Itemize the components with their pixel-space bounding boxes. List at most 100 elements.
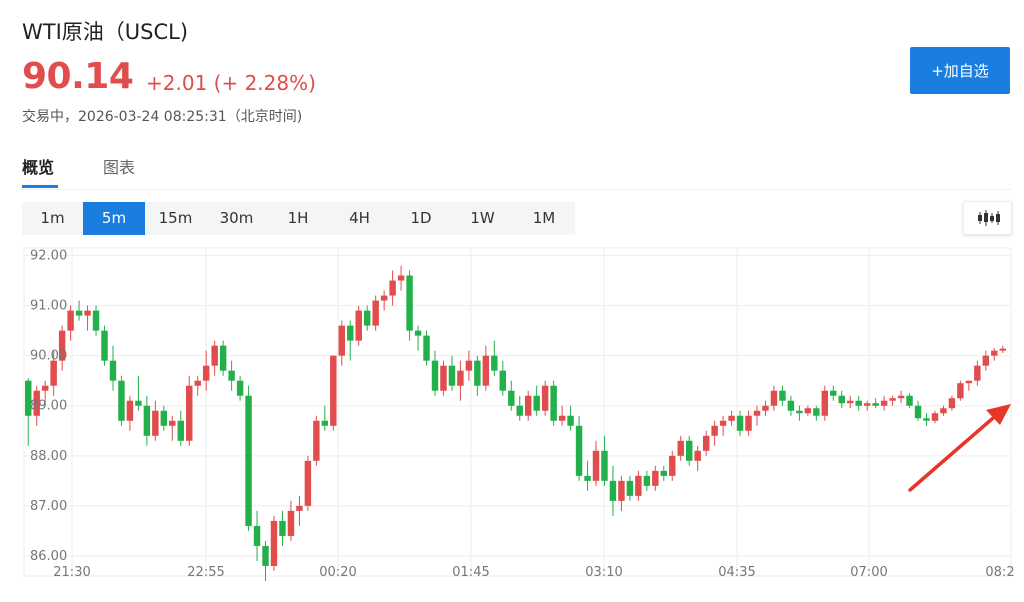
period-15m[interactable]: 15m — [158, 209, 193, 227]
period-5m[interactable]: 5m — [83, 202, 145, 235]
candle — [965, 380, 973, 391]
chart-grid — [23, 247, 1012, 577]
candle — [753, 405, 761, 426]
candle — [67, 305, 74, 341]
candle — [287, 500, 295, 541]
tab-overview[interactable]: 概览 — [22, 158, 55, 177]
candle — [186, 375, 193, 446]
candle — [830, 385, 837, 401]
candle — [211, 340, 218, 376]
candle — [202, 350, 210, 391]
candle — [592, 440, 600, 486]
chart-type-button[interactable] — [963, 201, 1012, 235]
candle — [694, 445, 701, 471]
candle — [465, 350, 473, 381]
candle — [736, 410, 744, 436]
candle — [508, 380, 515, 411]
trading-status: 交易中，2026-03-24 08:25:31（北京时间) — [22, 109, 303, 125]
candle — [474, 355, 481, 396]
x-axis: 21:30 22:55 00:20 01:45 03:10 04:35 07:00 08:2 — [53, 565, 1014, 580]
candle — [347, 320, 354, 361]
y-tick-label: 89.00 — [30, 399, 67, 414]
candle — [423, 330, 430, 366]
candle — [482, 345, 490, 391]
tab-chart[interactable]: 图表 — [103, 158, 136, 177]
candle — [160, 405, 168, 431]
candle — [567, 405, 574, 431]
y-tick-label: 92.00 — [30, 249, 67, 264]
candle — [194, 375, 201, 396]
candle — [524, 390, 532, 421]
candle — [601, 435, 608, 486]
candlestick-icon — [978, 210, 1000, 226]
candle — [236, 375, 244, 401]
period-1d[interactable]: 1D — [410, 209, 432, 227]
candle — [228, 360, 235, 391]
candle — [533, 385, 540, 416]
candle — [999, 345, 1006, 354]
period-4h[interactable]: 4H — [349, 209, 370, 227]
candle — [575, 415, 583, 481]
candle — [635, 470, 642, 501]
candle — [652, 465, 659, 491]
instrument-title: WTI原油（USCL) — [22, 20, 189, 44]
candle — [762, 400, 769, 416]
candle — [779, 385, 786, 406]
candle — [813, 405, 820, 421]
candle — [270, 515, 278, 571]
candle — [414, 325, 422, 351]
candle — [940, 405, 947, 416]
candle — [338, 320, 346, 366]
candle — [152, 400, 159, 441]
candle — [101, 325, 108, 366]
period-1h[interactable]: 1H — [287, 209, 309, 227]
candle — [906, 393, 913, 409]
x-tick-label: 22:55 — [187, 565, 224, 580]
candle — [304, 455, 312, 511]
price-change: +2.01 (+ 2.28%) — [146, 71, 316, 95]
period-1m[interactable]: 1m — [40, 209, 65, 227]
candle — [84, 305, 91, 331]
candle — [685, 435, 693, 466]
candle — [914, 400, 922, 421]
candle — [982, 350, 990, 371]
candle — [838, 390, 845, 409]
candle — [558, 405, 566, 426]
candle — [541, 380, 549, 416]
annotation-arrow — [908, 404, 1011, 492]
period-1month[interactable]: 1M — [532, 209, 556, 227]
candle — [457, 360, 464, 401]
candle — [847, 395, 854, 409]
candle — [719, 415, 727, 436]
candle — [626, 475, 634, 501]
candle — [169, 415, 176, 441]
x-tick-label: 08:2 — [985, 565, 1014, 580]
candle — [143, 395, 151, 446]
candle — [787, 395, 795, 416]
candle — [711, 420, 718, 446]
candle — [321, 405, 329, 431]
candle — [397, 265, 405, 291]
candle — [728, 410, 735, 426]
candle — [440, 360, 447, 396]
candle — [855, 395, 862, 411]
candle — [296, 495, 303, 526]
period-30m[interactable]: 30m — [219, 209, 254, 227]
candle — [431, 350, 439, 396]
period-1w[interactable]: 1W — [470, 209, 495, 227]
period-selector: 1m 5m 15m 30m 1H 4H 1D 1W 1M — [22, 202, 575, 235]
candle — [41, 380, 49, 406]
candle — [660, 465, 668, 481]
candle — [669, 450, 676, 481]
candle — [262, 540, 269, 582]
x-tick-label: 21:30 — [53, 565, 90, 580]
x-tick-label: 07:00 — [850, 565, 887, 580]
candle — [177, 410, 184, 446]
candle — [380, 290, 388, 311]
add-watchlist-button[interactable]: +加自选 — [910, 47, 1010, 94]
candle — [313, 415, 320, 466]
candle — [804, 405, 812, 416]
candle — [253, 510, 261, 561]
x-tick-label: 04:35 — [718, 565, 755, 580]
candle — [957, 380, 964, 401]
